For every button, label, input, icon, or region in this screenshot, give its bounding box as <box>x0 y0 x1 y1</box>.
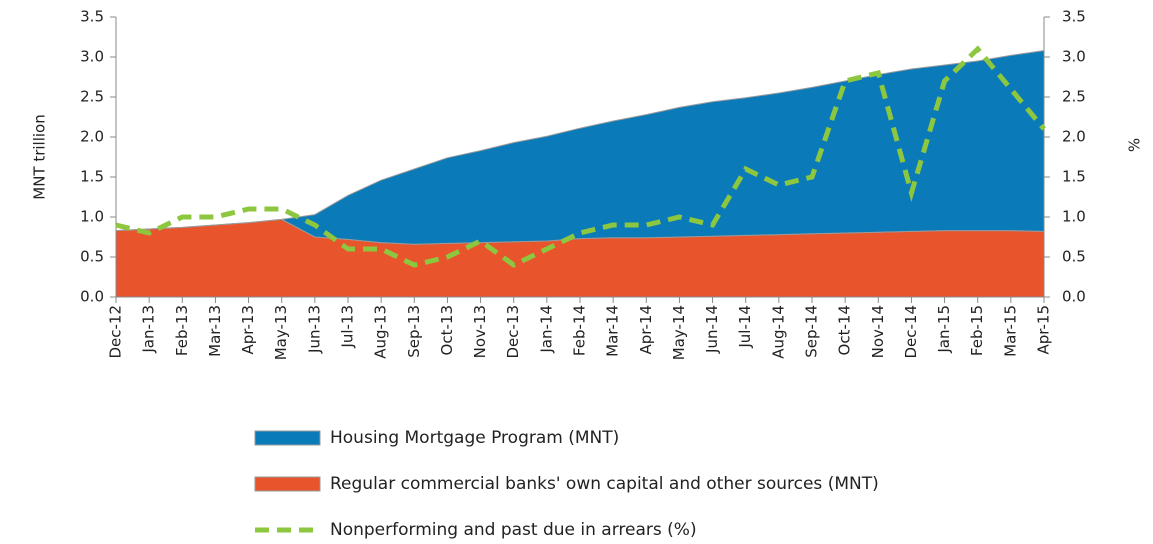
line <box>115 45 1046 268</box>
y2-tick-label: 0.5 <box>1062 248 1086 266</box>
legend-swatch <box>254 476 321 492</box>
x-tick-label: Dec-14 <box>902 305 920 359</box>
legend-swatch <box>254 430 321 446</box>
x-tick-label: Jan-15 <box>935 305 953 354</box>
x-tick-label: Sep-13 <box>405 305 423 358</box>
x-tick-label: May-13 <box>272 305 290 360</box>
x-tick-label: Apr-13 <box>239 305 257 355</box>
y-tick-label: 2.5 <box>80 88 104 106</box>
y2-tick-label: 0.0 <box>1062 288 1086 306</box>
x-tick-label: Mar-14 <box>604 305 622 357</box>
x-tick-label: Mar-15 <box>1001 305 1019 357</box>
x-tick-label: Jul-13 <box>339 305 357 349</box>
x-tick-label: Mar-13 <box>206 305 224 357</box>
legend-label: Regular commercial banks' own capital an… <box>330 474 879 494</box>
x-tick-label: May-14 <box>670 305 688 360</box>
x-tick-label: Feb-15 <box>968 305 986 356</box>
x-tick-label: Apr-14 <box>637 305 655 355</box>
y-tick-label: 1.5 <box>80 168 104 186</box>
x-tick-label: Jul-14 <box>736 305 754 349</box>
y2-tick-label: 2.0 <box>1062 128 1086 146</box>
y-tick-label: 2.0 <box>80 128 104 146</box>
x-tick-label: Dec-13 <box>504 305 522 359</box>
x-tick-label: Feb-13 <box>173 305 191 356</box>
y-tick-label: 3.5 <box>80 8 104 26</box>
y2-tick-label: 1.0 <box>1062 208 1086 226</box>
y2-tick-label: 1.5 <box>1062 168 1086 186</box>
x-tick-label: Oct-14 <box>836 305 854 355</box>
y-axis-label: MNT trillion <box>31 114 49 200</box>
y-tick-label: 0.5 <box>80 248 104 266</box>
x-tick-label: Jan-14 <box>537 305 555 354</box>
x-tick-label: Oct-13 <box>438 305 456 355</box>
x-tick-label: Aug-13 <box>372 305 390 359</box>
x-tick-label: Jun-13 <box>305 305 323 354</box>
y-tick-label: 3.0 <box>80 48 104 66</box>
y2-axis-label: % <box>1126 138 1144 152</box>
y-tick-label: 0.0 <box>80 288 104 306</box>
area <box>115 50 1045 245</box>
x-tick-label: Nov-14 <box>869 305 887 358</box>
legend-label: Housing Mortgage Program (MNT) <box>330 428 619 448</box>
x-tick-label: Jan-13 <box>140 305 158 354</box>
x-tick-label: Dec-12 <box>107 305 125 359</box>
y2-tick-label: 2.5 <box>1062 88 1086 106</box>
x-tick-label: Aug-14 <box>769 305 787 359</box>
x-tick-label: Feb-14 <box>571 305 589 356</box>
x-tick-label: Nov-13 <box>471 305 489 358</box>
legend-label: Nonperforming and past due in arrears (%… <box>330 520 697 540</box>
y2-tick-label: 3.5 <box>1062 8 1086 26</box>
x-tick-label: Apr-15 <box>1035 305 1053 355</box>
x-tick-label: Jun-14 <box>703 305 721 354</box>
y2-tick-label: 3.0 <box>1062 48 1086 66</box>
x-tick-label: Sep-14 <box>803 305 821 358</box>
y-tick-label: 1.0 <box>80 208 104 226</box>
